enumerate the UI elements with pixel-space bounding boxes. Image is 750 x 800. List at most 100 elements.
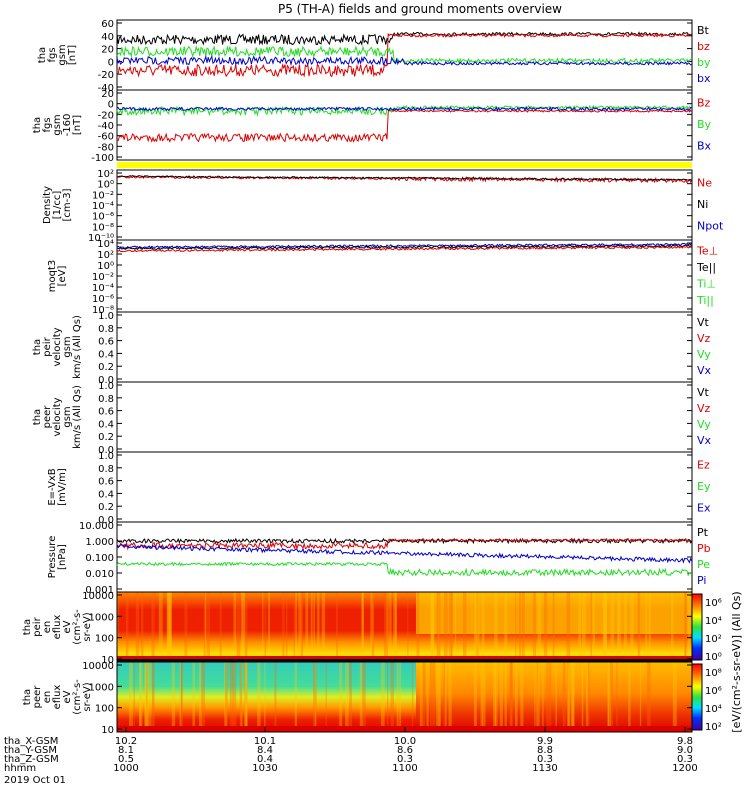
xaxis-value: 9.0 bbox=[677, 745, 693, 756]
y-tick-label: 1.000 bbox=[85, 537, 114, 548]
y-tick-label: 0.4 bbox=[98, 489, 114, 500]
y-tick-label: 1000 bbox=[89, 682, 114, 693]
spec-stripe bbox=[371, 592, 375, 662]
spec-stripe bbox=[609, 662, 613, 732]
legend-Vy: Vy bbox=[697, 418, 711, 431]
spec-stripe bbox=[437, 662, 440, 732]
y-tick-label: 1.0 bbox=[98, 451, 114, 462]
colorbar-tick: 10⁶ bbox=[705, 598, 722, 609]
spec-stripe bbox=[431, 592, 435, 662]
y-tick-label: 0.0 bbox=[98, 445, 114, 456]
spec-stripe bbox=[390, 662, 394, 732]
spec-stripe bbox=[520, 662, 524, 732]
spec-stripe bbox=[294, 662, 297, 732]
spec-stripe bbox=[602, 592, 606, 662]
y-axis-label: tha bbox=[22, 619, 33, 635]
spec-stripe bbox=[571, 662, 574, 732]
spec-stripe bbox=[562, 662, 566, 732]
y-axis-label: sr-eV) bbox=[82, 612, 93, 641]
spec-stripe bbox=[300, 592, 304, 662]
xaxis-value: 0.5 bbox=[118, 754, 134, 765]
spec-stripe bbox=[648, 592, 651, 662]
spec-stripe bbox=[504, 662, 507, 732]
spec-stripe bbox=[499, 662, 503, 732]
y-tick-label: -20 bbox=[98, 70, 114, 81]
spec-stripe bbox=[180, 662, 183, 732]
panel-efield: 1.0 0.8 0.60.4 0.2 0.0 E=-VxB [mV/m] Ez Ey Ex bbox=[47, 451, 711, 526]
spec-stripe bbox=[494, 662, 498, 732]
spec-stripe bbox=[684, 592, 686, 662]
panel-peer_velocity: 1.0 0.8 0.60.4 0.2 0.0 tha peer velocity gsm km/s… bbox=[32, 381, 712, 456]
y-tick-label: 100 bbox=[95, 634, 114, 645]
panel-fgs_minus: 200-20-40-60-80-100 tha fgs gsm -160 [nT] Bz By… bbox=[32, 89, 712, 164]
y-tick-label: 10² bbox=[97, 250, 114, 261]
spec-stripe bbox=[451, 592, 453, 662]
spec-stripe bbox=[684, 592, 687, 662]
spec-stripe bbox=[148, 662, 152, 732]
legend-bx: bx bbox=[697, 72, 711, 85]
y-tick-label: 10⁻⁴ bbox=[92, 201, 114, 212]
spec-stripe bbox=[219, 592, 222, 662]
legend-Bx: Bx bbox=[697, 139, 712, 152]
panel-frame bbox=[116, 19, 693, 91]
y-axis-label: [mV/m] bbox=[57, 468, 68, 506]
y-tick-label: 0.2 bbox=[98, 432, 114, 443]
spec-stripe bbox=[151, 592, 155, 662]
spec-stripe bbox=[244, 662, 248, 732]
spec-stripe bbox=[370, 592, 374, 662]
y-tick-label: 0.6 bbox=[98, 337, 114, 348]
chart-title: P5 (TH-A) fields and ground moments over… bbox=[278, 2, 562, 16]
spec-stripe bbox=[158, 592, 163, 662]
spec-stripe bbox=[476, 592, 479, 662]
y-tick-label: 0.8 bbox=[98, 324, 114, 335]
y-axis-label: km/s (All Qs) bbox=[72, 315, 83, 379]
y-axis-label: [cm-3] bbox=[62, 188, 73, 221]
spec-stripe bbox=[578, 592, 582, 662]
spec-stripe bbox=[521, 592, 525, 662]
spec-stripe bbox=[298, 592, 302, 662]
spec-stripe bbox=[305, 592, 309, 662]
spec-stripe bbox=[431, 592, 435, 662]
spec-stripe bbox=[617, 592, 621, 662]
spec-stripe bbox=[570, 662, 575, 732]
xaxis-value: 10.1 bbox=[254, 736, 276, 747]
y-tick-label: 1.0 bbox=[98, 381, 114, 392]
legend-Vx: Vx bbox=[697, 434, 712, 447]
panel-peir_velocity: 1.0 0.8 0.60.4 0.2 0.0 tha peir velocity gsm km/s… bbox=[32, 311, 712, 386]
spec-stripe bbox=[362, 662, 366, 732]
spec-stripe bbox=[552, 592, 555, 662]
spec-stripe bbox=[317, 592, 320, 662]
y-tick-label: -60 bbox=[98, 132, 114, 143]
colorbar-tick: 10² bbox=[705, 722, 722, 733]
y-tick-label: 10000 bbox=[82, 661, 114, 672]
trace-pi bbox=[116, 543, 693, 564]
flag-bar bbox=[117, 162, 692, 168]
y-tick-label: -40 bbox=[98, 121, 114, 132]
legend-Pb: Pb bbox=[697, 542, 711, 555]
spec-stripe bbox=[438, 662, 441, 732]
spec-stripe bbox=[242, 592, 246, 662]
y-tick-label: -40 bbox=[98, 83, 114, 94]
spec-stripe bbox=[232, 662, 237, 732]
spec-stripe bbox=[438, 592, 440, 662]
trace-pb bbox=[116, 538, 693, 551]
spec-stripe bbox=[515, 662, 518, 732]
x-axis-rows: tha_X-GSM 10.2 10.1 10.0 9.9 9.8 tha_Y-GSM 8.1 8… bbox=[4, 727, 698, 786]
y-tick-label: 1000 bbox=[89, 612, 114, 623]
colorbar-tick: 10⁴ bbox=[705, 704, 722, 715]
spec-stripe bbox=[430, 662, 432, 732]
y-axis-label: moqt3 bbox=[47, 260, 58, 293]
y-tick-label: 0.6 bbox=[98, 477, 114, 488]
xaxis-value: 0.3 bbox=[677, 754, 693, 765]
y-tick-label: 10000 bbox=[82, 591, 114, 602]
spec-stripe bbox=[313, 662, 317, 732]
panel-peer_spec: 10000 1000 100 10 tha peer en eflux eV (cm²-s-sr-… bbox=[22, 661, 693, 736]
spec-stripe bbox=[581, 592, 586, 662]
spec-stripe bbox=[384, 592, 388, 662]
legend-Vt: Vt bbox=[697, 386, 710, 399]
y-axis-label: peer bbox=[32, 685, 43, 709]
y-axis-label: sr-eV) bbox=[82, 682, 93, 711]
xaxis-value: 0.3 bbox=[537, 754, 553, 765]
